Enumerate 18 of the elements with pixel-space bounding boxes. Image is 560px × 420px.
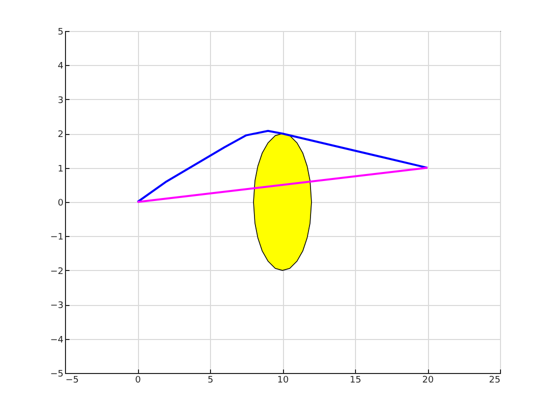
x-tick-label: −5 bbox=[66, 376, 79, 386]
y-tick-label: 4 bbox=[58, 62, 64, 72]
x-tick-label: 25 bbox=[489, 376, 500, 386]
y-tick-label: −4 bbox=[50, 335, 64, 346]
x-tick-label: 15 bbox=[350, 376, 362, 386]
y-tick-label: 2 bbox=[58, 130, 64, 140]
x-tick-label: 10 bbox=[277, 376, 289, 386]
y-tick-label: −2 bbox=[50, 266, 64, 277]
y-tick-label: 0 bbox=[58, 198, 64, 208]
y-tick-label: −3 bbox=[50, 301, 64, 312]
line-series bbox=[136, 130, 428, 203]
y-tick-label: 3 bbox=[58, 96, 64, 106]
x-tick-label: 0 bbox=[135, 376, 142, 386]
y-tick-label: −1 bbox=[50, 232, 64, 243]
y-tick-label: 5 bbox=[58, 28, 64, 38]
y-tick-label: 1 bbox=[58, 164, 64, 174]
x-tick-label: 5 bbox=[208, 376, 214, 386]
x-tick-label: 20 bbox=[422, 376, 434, 386]
